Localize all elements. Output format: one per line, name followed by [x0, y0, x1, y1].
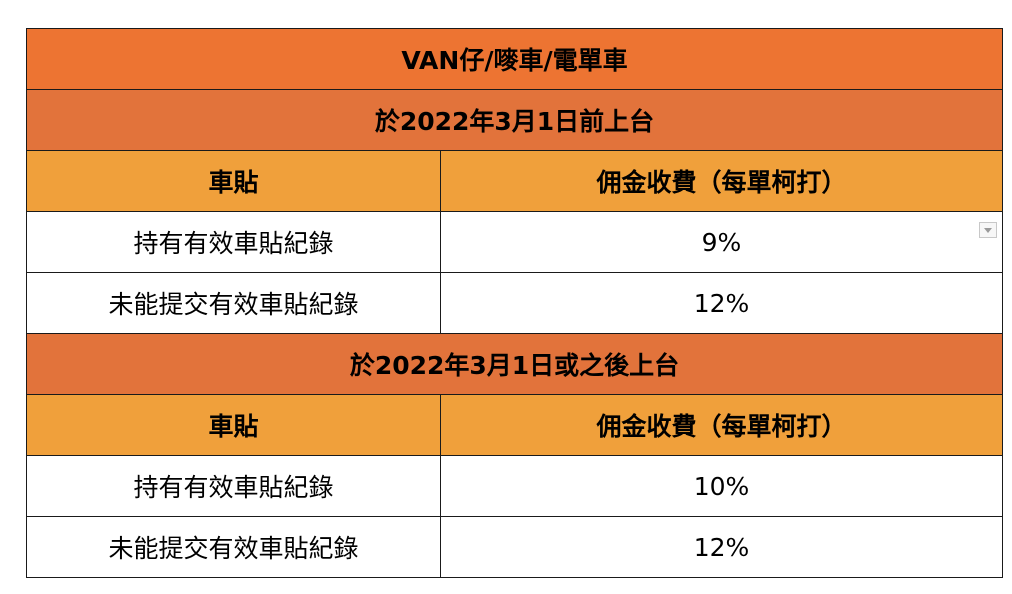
column-header-sticker: 車貼 — [26, 150, 441, 212]
table-row: 持有有效車貼紀錄 9% — [26, 211, 1003, 273]
row-label: 持有有效車貼紀錄 — [26, 211, 441, 273]
table-row: 持有有效車貼紀錄 10% — [26, 455, 1003, 517]
row-rate: 10% — [440, 455, 1003, 517]
column-header-row: 車貼 佣金收費（每單柯打） — [26, 394, 1003, 456]
table-title-row: VAN仔/嘜車/電單車 — [26, 28, 1003, 90]
row-rate: 12% — [440, 516, 1003, 578]
table-row: 未能提交有效車貼紀錄 12% — [26, 272, 1003, 334]
row-rate: 9% — [701, 227, 742, 257]
section-heading: 於2022年3月1日或之後上台 — [26, 333, 1003, 395]
row-rate: 12% — [440, 272, 1003, 334]
row-rate-cell: 9% — [440, 211, 1003, 273]
commission-table: VAN仔/嘜車/電單車 於2022年3月1日前上台 車貼 佣金收費（每單柯打） … — [26, 28, 1003, 578]
table-title: VAN仔/嘜車/電單車 — [26, 28, 1003, 90]
section-heading-row: 於2022年3月1日前上台 — [26, 89, 1003, 151]
section-heading: 於2022年3月1日前上台 — [26, 89, 1003, 151]
cell-dropdown-icon[interactable] — [979, 222, 997, 238]
row-label: 未能提交有效車貼紀錄 — [26, 272, 441, 334]
column-header-sticker: 車貼 — [26, 394, 441, 456]
table-row: 未能提交有效車貼紀錄 12% — [26, 516, 1003, 578]
column-header-commission: 佣金收費（每單柯打） — [440, 150, 1003, 212]
column-header-commission: 佣金收費（每單柯打） — [440, 394, 1003, 456]
row-label: 持有有效車貼紀錄 — [26, 455, 441, 517]
column-header-row: 車貼 佣金收費（每單柯打） — [26, 150, 1003, 212]
commission-table-container: VAN仔/嘜車/電單車 於2022年3月1日前上台 車貼 佣金收費（每單柯打） … — [26, 28, 1003, 578]
row-label: 未能提交有效車貼紀錄 — [26, 516, 441, 578]
section-heading-row: 於2022年3月1日或之後上台 — [26, 333, 1003, 395]
